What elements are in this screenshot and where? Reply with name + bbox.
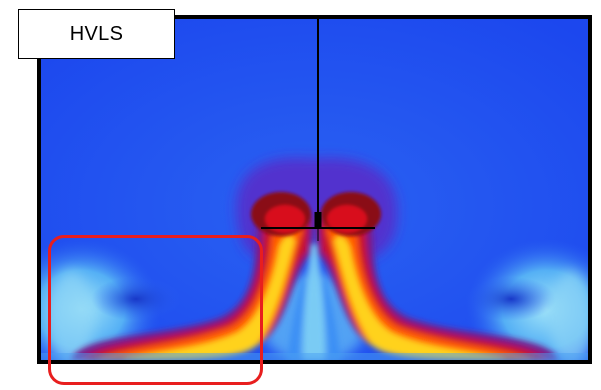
highlight-box	[48, 235, 263, 385]
airflow-contour-field	[41, 19, 588, 360]
velocity-contour-plot	[37, 15, 592, 364]
configuration-label: HVLS	[18, 9, 175, 59]
configuration-label-text: HVLS	[69, 22, 124, 45]
ceiling-fan-icon	[261, 19, 375, 241]
